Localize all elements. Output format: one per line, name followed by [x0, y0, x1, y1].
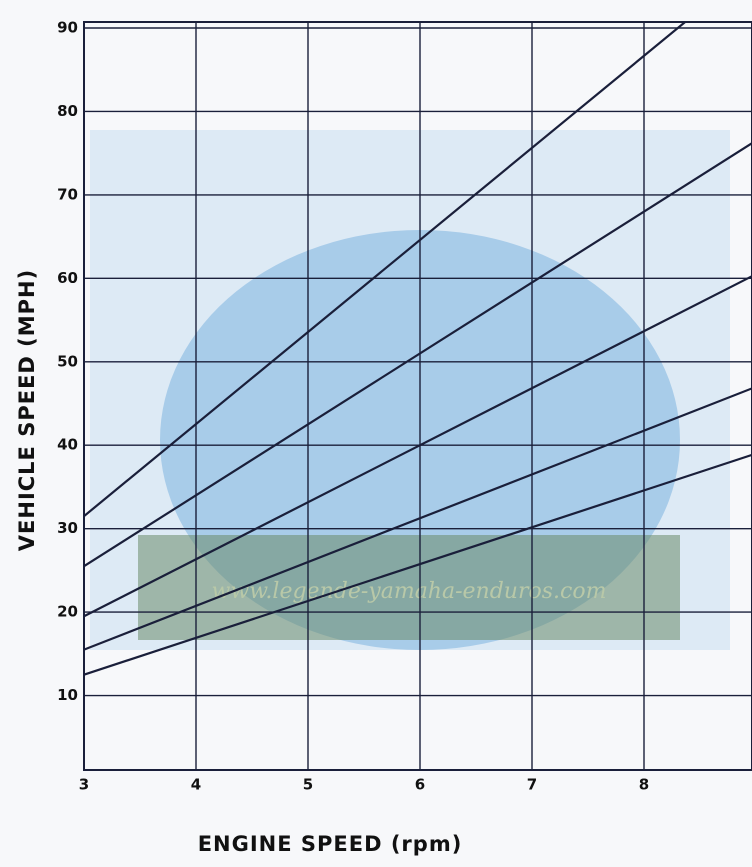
x-tick-label: 8	[639, 776, 649, 794]
x-tick-label: 5	[303, 776, 313, 794]
plot-frame	[83, 21, 752, 771]
x-axis-label: ENGINE SPEED (rpm)	[198, 832, 463, 856]
watermark: www.legende-yamaha-enduros.com	[212, 579, 607, 604]
y-tick-label: 20	[57, 603, 78, 621]
line	[84, 387, 752, 651]
y-tick-label: 90	[57, 19, 78, 37]
x-tick-label: 4	[191, 776, 201, 794]
y-tick-label: 30	[57, 519, 78, 537]
y-tick-label: 50	[57, 352, 78, 370]
y-tick-label: 70	[57, 185, 78, 203]
x-tick-label: 6	[415, 776, 425, 794]
watermark-band	[138, 535, 680, 640]
y-tick-label: 80	[57, 102, 78, 120]
x-tick-label: 7	[527, 776, 537, 794]
y-tick-label: 10	[57, 686, 78, 704]
line	[84, 453, 752, 676]
plot-area	[84, 22, 752, 676]
line	[84, 22, 687, 517]
line	[84, 274, 752, 618]
x-tick-label: 3	[79, 776, 89, 794]
y-tick-label: 40	[57, 436, 78, 454]
y-tick-label: 60	[57, 269, 78, 287]
line	[84, 141, 752, 568]
y-axis-label: VEHICLE SPEED (MPH)	[15, 269, 39, 551]
